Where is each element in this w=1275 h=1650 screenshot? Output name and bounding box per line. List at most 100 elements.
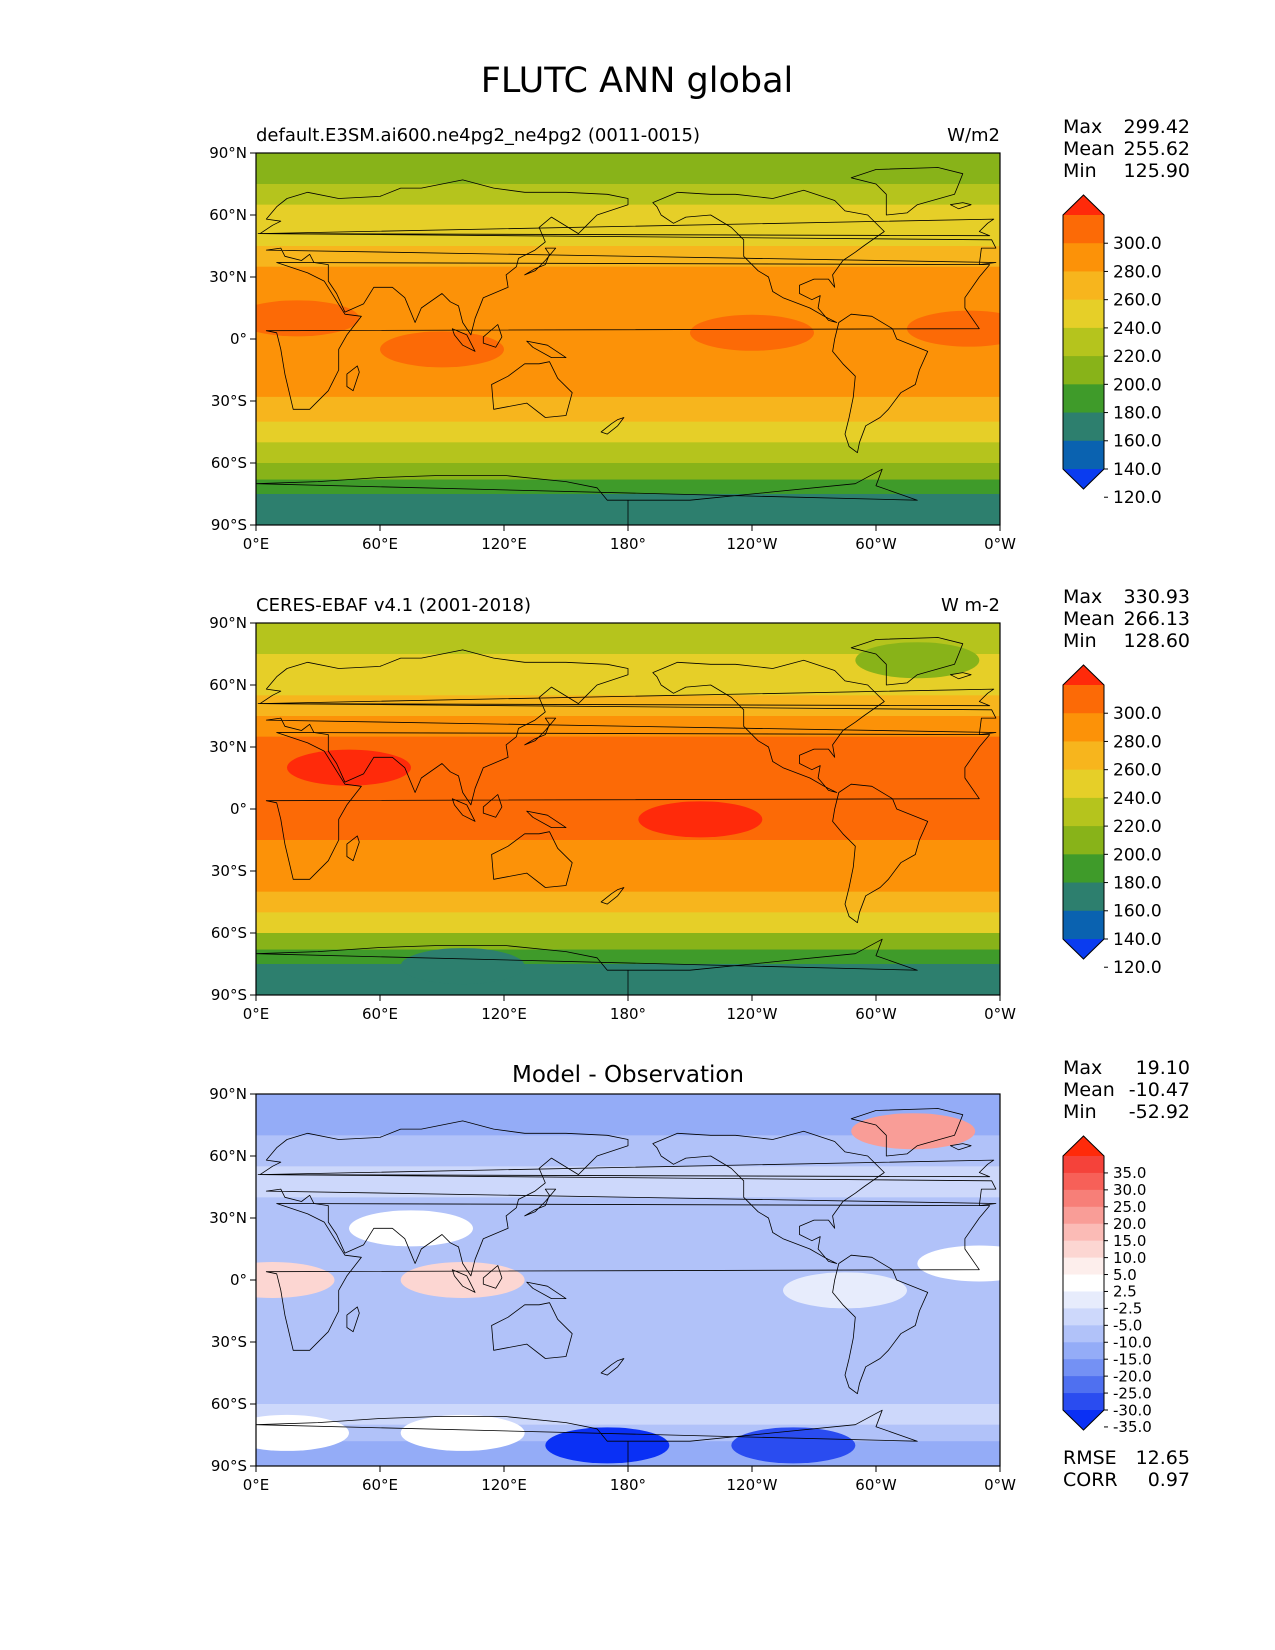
field-band: [256, 809, 1000, 841]
field-band: [256, 225, 1000, 247]
field-band: [256, 396, 1000, 423]
colorbar-segment: [1063, 243, 1104, 272]
field-band: [256, 463, 1000, 481]
rmse-value: 12.65: [1136, 1447, 1190, 1469]
colorbar-segment: [1063, 440, 1104, 470]
colorbar-label: 160.0: [1113, 902, 1162, 922]
coastline: [850, 637, 964, 686]
panel-3: 90°N 60°N 30°N 0° 30°S 60°S 90°S0°E 60°E 120°E 18…: [209, 1057, 1190, 1494]
lat-label: 90°N: [209, 144, 247, 162]
stat-label: Min: [1063, 1101, 1097, 1123]
field-band: [256, 184, 1000, 206]
field-band: [256, 912, 1000, 934]
coastline: [600, 887, 625, 905]
colorbar-segment: [1063, 1274, 1104, 1292]
rmse-label: RMSE: [1063, 1447, 1117, 1469]
colorbar-label: 30.0: [1113, 1181, 1146, 1199]
lon-label: 120°W: [727, 1476, 778, 1494]
stat-label: Max: [1063, 116, 1102, 138]
colorbar-segment: [1063, 741, 1104, 771]
colorbar-segment: [1063, 327, 1104, 357]
field-band: [256, 674, 1000, 696]
stat-value: 330.93: [1124, 586, 1190, 608]
coastline: [600, 1358, 625, 1376]
lon-label: 0°E: [243, 1476, 270, 1494]
field-band: [256, 866, 1000, 893]
lon-label: 120°W: [727, 535, 778, 553]
colorbar: 300.0 280.0 260.0 240.0 220.0 200.0 180.0 160.0…: [1062, 664, 1162, 978]
colorbar-extend-max: [1063, 1136, 1104, 1156]
colorbar-segment: [1063, 882, 1104, 912]
coastline: [950, 202, 972, 210]
lat-label: 90°S: [211, 1457, 247, 1475]
coastline: [526, 810, 567, 828]
lon-label: 0°W: [984, 1005, 1016, 1023]
field-patch: [349, 1210, 473, 1247]
colorbar-label: 200.0: [1113, 845, 1162, 865]
lat-label: 30°S: [211, 862, 247, 880]
colorbar-label: -35.0: [1113, 1418, 1152, 1436]
lon-label: 180°: [610, 1476, 646, 1494]
colorbar-segment: [1063, 713, 1104, 742]
colorbar-label: 220.0: [1113, 817, 1162, 837]
lon-label: 120°E: [481, 1476, 527, 1494]
coastline: [451, 1269, 476, 1293]
colorbar-segment: [1063, 1223, 1104, 1242]
lat-label: 30°S: [211, 1333, 247, 1351]
lat-label: 60°S: [211, 1395, 247, 1413]
colorbar-label: 300.0: [1113, 704, 1162, 724]
coastline: [482, 794, 503, 818]
lat-label: 60°S: [211, 924, 247, 942]
coastline: [524, 1188, 557, 1217]
coastline: [524, 247, 557, 276]
lon-label: 60°W: [855, 1476, 897, 1494]
lat-label: 60°N: [209, 676, 247, 694]
stat-label: Min: [1063, 630, 1097, 652]
colorbar-segment: [1063, 412, 1104, 442]
coastline: [482, 324, 503, 348]
field-band: [256, 949, 1000, 965]
coastline: [600, 417, 625, 435]
lat-label: 30°S: [211, 392, 247, 410]
colorbar-label: 240.0: [1113, 319, 1162, 339]
field-patch: [783, 1272, 907, 1309]
coastline: [850, 1108, 964, 1157]
colorbar-label: 160.0: [1113, 432, 1162, 452]
lat-label: 90°S: [211, 986, 247, 1004]
colorbar-segment: [1063, 1393, 1104, 1411]
colorbar-label: -20.0: [1113, 1367, 1152, 1385]
colorbar-label: 260.0: [1113, 761, 1162, 781]
field-patch: [917, 1245, 1000, 1282]
stat-value: 125.90: [1124, 160, 1190, 182]
colorbar-label: 140.0: [1113, 460, 1162, 480]
field-band: [256, 1404, 1000, 1426]
coastline: [652, 189, 885, 323]
colorbar-label: 120.0: [1113, 488, 1162, 508]
field-patch: [256, 1262, 335, 1298]
stat-label: Mean: [1063, 138, 1115, 160]
lat-label: 30°N: [209, 738, 247, 756]
lat-label: 0°: [230, 330, 247, 348]
corr-value: 0.97: [1148, 1469, 1190, 1491]
lon-label: 0°E: [243, 535, 270, 553]
coastline: [256, 468, 918, 525]
colorbar-segment: [1063, 1291, 1104, 1309]
colorbar-segment: [1063, 215, 1104, 244]
field-band: [256, 204, 1000, 226]
colorbar-label: 5.0: [1113, 1266, 1137, 1284]
lon-label: 60°W: [855, 1005, 897, 1023]
coastline: [832, 783, 929, 924]
lat-label: 0°: [230, 1271, 247, 1289]
field-patch: [851, 1113, 976, 1150]
stat-value: 19.10: [1136, 1057, 1190, 1079]
coastline: [256, 938, 918, 995]
colorbar-label: 10.0: [1113, 1249, 1146, 1267]
lon-label: 60°E: [362, 535, 398, 553]
lat-label: 30°N: [209, 268, 247, 286]
colorbar-label: -15.0: [1113, 1350, 1152, 1368]
colorbar-label: 180.0: [1113, 404, 1162, 424]
colorbar-segment: [1063, 1156, 1104, 1174]
rmse-corr-stats: RMSE 12.65 CORR 0.97: [1063, 1447, 1190, 1491]
colorbar-label: 25.0: [1113, 1198, 1146, 1216]
colorbar-label: -30.0: [1113, 1401, 1152, 1419]
